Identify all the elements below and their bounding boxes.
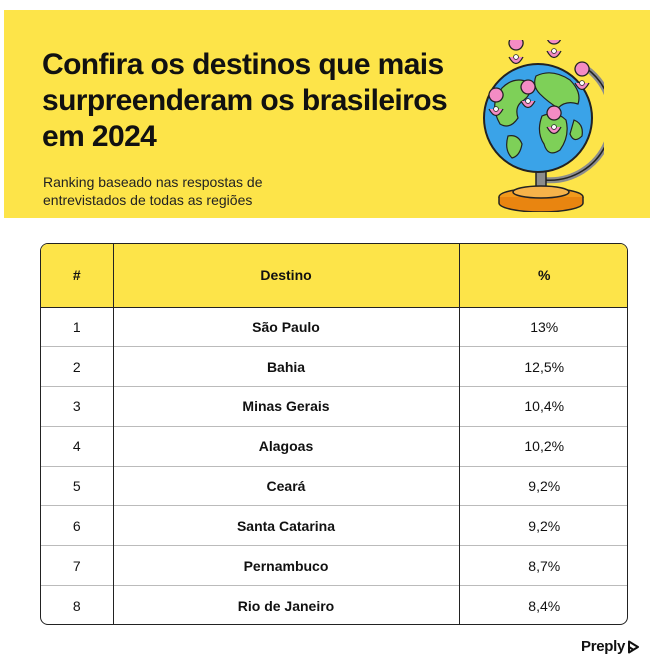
table-row: 1 São Paulo 13% (41, 307, 627, 347)
brand-name: Preply (581, 638, 626, 655)
table-row: 7 Pernambuco 8,7% (41, 545, 627, 586)
percent-cell: 9,2% (458, 505, 627, 546)
globe-with-map-pins-icon (483, 40, 604, 212)
rank-cell: 3 (41, 386, 113, 427)
percent-cell: 10,2% (458, 425, 627, 467)
destino-cell: Rio de Janeiro (112, 585, 459, 624)
percent-cell: 8,4% (458, 585, 627, 624)
percent-cell: 13% (458, 307, 627, 347)
percent-cell: 8,7% (458, 545, 627, 586)
header-destino: Destino (112, 244, 459, 308)
table-row: 4 Alagoas 10,2% (41, 425, 627, 467)
page-title: Confira os destinos que mais surpreender… (42, 48, 448, 153)
table-row: 8 Rio de Janeiro 8,4% (41, 585, 627, 624)
table-row: 3 Minas Gerais 10,4% (41, 386, 627, 427)
rank-cell: 4 (41, 425, 113, 467)
table-row: 2 Bahia 12,5% (41, 346, 627, 387)
rank-cell: 6 (41, 505, 113, 546)
preply-play-icon (628, 640, 640, 653)
destino-cell: Bahia (112, 346, 459, 387)
destino-cell: Ceará (112, 465, 459, 506)
percent-cell: 9,2% (458, 465, 627, 506)
destino-cell: São Paulo (112, 307, 459, 347)
ranking-table: # Destino % 1 São Paulo 13% 2 Bahia 12,5… (40, 243, 628, 625)
rank-cell: 7 (41, 545, 113, 586)
rank-cell: 8 (41, 585, 113, 624)
destino-cell: Santa Catarina (112, 505, 459, 546)
rank-cell: 1 (72, 318, 81, 335)
header-banner: Confira os destinos que mais surpreender… (4, 10, 650, 218)
preply-logo: Preply (581, 638, 640, 655)
percent-cell: 12,5% (458, 346, 627, 387)
destino-cell: Pernambuco (112, 545, 459, 586)
table-row: 5 Ceará 9,2% (41, 465, 627, 506)
table-row: 6 Santa Catarina 9,2% (41, 505, 627, 546)
header-rank: # (41, 244, 113, 308)
percent-cell: 10,4% (458, 386, 627, 427)
table-header-row: # Destino % (41, 244, 627, 308)
page-subtitle: Ranking baseado nas respostas de entrevi… (43, 174, 263, 208)
destino-cell: Alagoas (112, 425, 459, 467)
header-percent: % (458, 244, 627, 308)
rank-cell: 5 (41, 465, 113, 506)
rank-cell: 2 (41, 346, 113, 387)
destino-cell: Minas Gerais (112, 386, 459, 427)
